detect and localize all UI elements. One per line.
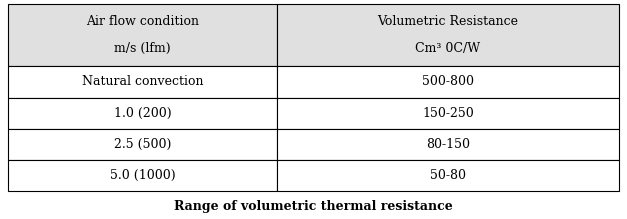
Text: Air flow condition: Air flow condition [86,15,199,28]
Bar [8,66,277,97]
Bar [277,160,619,191]
Text: Natural convection: Natural convection [82,75,203,88]
Bar [8,97,277,129]
Text: 50-80: 50-80 [430,169,466,182]
Bar [277,66,619,97]
Text: 2.5 (500): 2.5 (500) [113,138,171,151]
Text: Range of volumetric thermal resistance: Range of volumetric thermal resistance [174,200,453,213]
Bar [8,160,277,191]
Text: 80-150: 80-150 [426,138,470,151]
Bar [277,97,619,129]
Bar [277,129,619,160]
Bar [8,129,277,160]
Bar [277,4,619,66]
Text: 150-250: 150-250 [422,107,474,120]
Text: 5.0 (1000): 5.0 (1000) [110,169,175,182]
Text: 500-800: 500-800 [422,75,474,88]
Text: m/s (lfm): m/s (lfm) [114,42,171,55]
Text: Volumetric Resistance: Volumetric Resistance [377,15,519,28]
Bar [8,4,277,66]
Text: 1.0 (200): 1.0 (200) [113,107,171,120]
Text: Cm³ 0C/W: Cm³ 0C/W [415,42,480,55]
